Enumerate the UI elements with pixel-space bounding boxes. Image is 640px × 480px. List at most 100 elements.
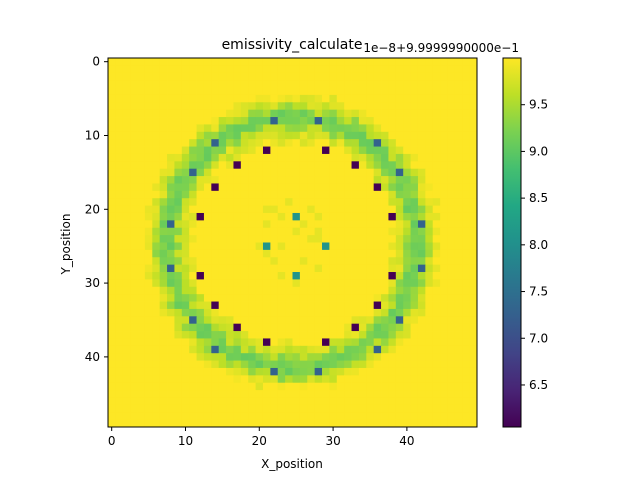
heatmap-cell: [226, 205, 234, 214]
heatmap-cell: [366, 94, 375, 103]
heatmap-cell: [233, 338, 242, 347]
heatmap-cell: [248, 338, 256, 347]
heatmap-cell: [203, 338, 212, 347]
heatmap-cell: [248, 102, 256, 111]
heatmap-cell: [447, 198, 456, 206]
heatmap-cell: [277, 242, 286, 251]
heatmap-cell: [388, 316, 397, 325]
heatmap-cell: [152, 168, 161, 177]
heatmap-cell: [152, 131, 161, 140]
heatmap-cell: [469, 131, 478, 140]
heatmap-cell: [233, 102, 242, 111]
heatmap-cell: [174, 65, 183, 74]
heatmap-cell: [425, 272, 434, 280]
heatmap-cell: [417, 190, 426, 199]
heatmap-cell: [226, 316, 234, 325]
heatmap-cell: [417, 109, 426, 118]
heatmap-cell: [381, 331, 389, 339]
heatmap-cell: [218, 242, 227, 251]
heatmap-cell: [336, 301, 345, 310]
heatmap-cell: [307, 198, 316, 206]
heatmap-cell: [196, 419, 205, 428]
heatmap-cell: [314, 212, 323, 221]
heatmap-cell: [181, 235, 190, 243]
heatmap-cell: [292, 412, 301, 421]
heatmap-cell: [322, 161, 330, 170]
heatmap-cell: [299, 390, 308, 398]
heatmap-cell: [358, 345, 367, 354]
heatmap-cell: [130, 146, 138, 155]
heatmap-cell: [351, 323, 360, 332]
heatmap-cell: [314, 382, 323, 391]
heatmap-cell: [248, 375, 256, 384]
heatmap-cell: [152, 264, 161, 273]
heatmap-cell: [262, 367, 271, 376]
heatmap-cell: [130, 139, 138, 147]
heatmap-cell: [218, 382, 227, 391]
heatmap-cell: [122, 382, 131, 391]
heatmap-cell: [403, 279, 411, 288]
heatmap-cell: [388, 131, 397, 140]
heatmap-cell: [395, 205, 404, 214]
heatmap-cell: [351, 338, 360, 347]
heatmap-cell: [292, 345, 301, 354]
heatmap-cell: [174, 412, 183, 421]
heatmap-cell: [181, 353, 190, 361]
heatmap-cell: [255, 404, 264, 413]
heatmap-cell: [410, 235, 419, 243]
heatmap-cell: [351, 301, 360, 310]
heatmap-cell: [122, 72, 131, 81]
heatmap-cell: [336, 94, 345, 103]
heatmap-cell: [285, 65, 293, 74]
heatmap-cell: [262, 412, 271, 421]
heatmap-cell: [454, 146, 463, 155]
heatmap-cell: [403, 176, 411, 184]
heatmap-cell: [410, 65, 419, 74]
heatmap-cell: [277, 279, 286, 288]
heatmap-cell: [270, 198, 279, 206]
heatmap-cell: [285, 390, 293, 398]
heatmap-cell: [152, 345, 161, 354]
heatmap-cell: [329, 412, 338, 421]
heatmap-cell: [425, 308, 434, 317]
heatmap-cell: [358, 404, 367, 413]
heatmap-cell: [122, 117, 131, 125]
heatmap-cell: [255, 117, 264, 125]
heatmap-cell: [469, 338, 478, 347]
heatmap-cell: [373, 176, 382, 184]
heatmap-cell: [218, 227, 227, 236]
heatmap-cell: [130, 353, 138, 361]
heatmap-cell: [285, 382, 293, 391]
heatmap-cell: [299, 272, 308, 280]
heatmap-cell: [432, 198, 441, 206]
heatmap-cell: [344, 308, 352, 317]
heatmap-cell: [373, 235, 382, 243]
heatmap-cell: [410, 161, 419, 170]
heatmap-cell: [122, 168, 131, 177]
heatmap-cell: [240, 139, 249, 147]
heatmap-cell: [277, 212, 286, 221]
heatmap-cell: [462, 412, 471, 421]
heatmap-cell: [226, 404, 234, 413]
heatmap-cell: [270, 323, 279, 332]
heatmap-cell: [115, 375, 124, 384]
heatmap-cell: [174, 264, 183, 273]
heatmap-cell: [174, 382, 183, 391]
heatmap-cell: [189, 404, 197, 413]
heatmap-cell: [373, 419, 382, 428]
heatmap-cell: [344, 117, 352, 125]
heatmap-cell: [358, 124, 367, 133]
heatmap-cell: [137, 94, 146, 103]
heatmap-cell: [336, 242, 345, 251]
heatmap-cell: [292, 65, 301, 74]
heatmap-cell: [270, 412, 279, 421]
heatmap-cell: [277, 220, 286, 229]
heatmap-cell: [181, 345, 190, 354]
heatmap-cell: [314, 294, 323, 302]
heatmap-cell: [218, 124, 227, 133]
heatmap-cell: [159, 139, 168, 147]
heatmap-cell: [144, 419, 153, 428]
heatmap-cell: [211, 212, 220, 221]
heatmap-cell: [292, 331, 301, 339]
heatmap-cell: [159, 308, 168, 317]
